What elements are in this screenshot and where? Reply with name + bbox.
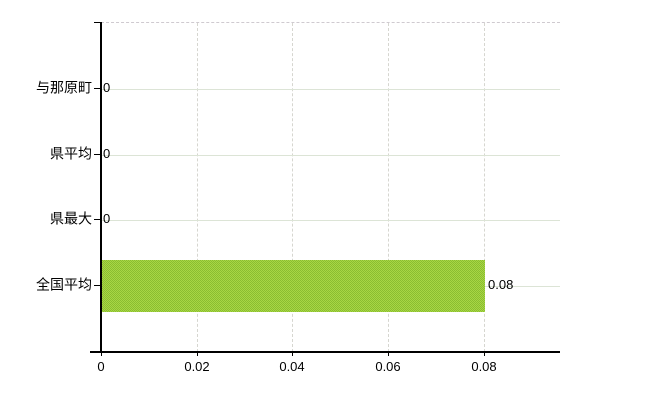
x-tick-label: 0.02	[184, 359, 210, 374]
x-tick-label: 0.04	[279, 359, 305, 374]
y-tick	[94, 154, 101, 155]
x-tick	[101, 351, 102, 356]
x-tick-label: 0.06	[375, 359, 401, 374]
x-tick-label: 0	[97, 359, 105, 374]
v-gridline	[292, 23, 293, 352]
h-gridline	[101, 220, 560, 221]
value-label: 0	[103, 146, 111, 161]
value-label: 0	[103, 211, 111, 226]
plot-area	[101, 22, 560, 352]
y-tick	[94, 219, 101, 220]
value-label: 0.08	[488, 277, 514, 292]
bar	[102, 260, 485, 312]
x-tick	[484, 351, 485, 356]
y-axis-line	[100, 22, 102, 351]
h-gridline	[101, 155, 560, 156]
x-tick	[388, 351, 389, 356]
v-gridline	[388, 23, 389, 352]
x-tick	[292, 351, 293, 356]
category-label: 県最大	[50, 210, 92, 227]
y-tick	[94, 285, 101, 286]
x-axis-line	[90, 351, 560, 353]
y-tick	[94, 88, 101, 89]
v-gridline	[484, 23, 485, 352]
x-tick	[197, 351, 198, 356]
h-gridline	[101, 89, 560, 90]
v-gridline	[197, 23, 198, 352]
y-axis-top-tick	[94, 22, 101, 23]
value-label: 0	[103, 80, 111, 95]
category-label: 全国平均	[36, 276, 92, 293]
category-label: 与那原町	[36, 79, 92, 96]
category-label: 県平均	[50, 145, 92, 162]
x-tick-label: 0.08	[471, 359, 497, 374]
